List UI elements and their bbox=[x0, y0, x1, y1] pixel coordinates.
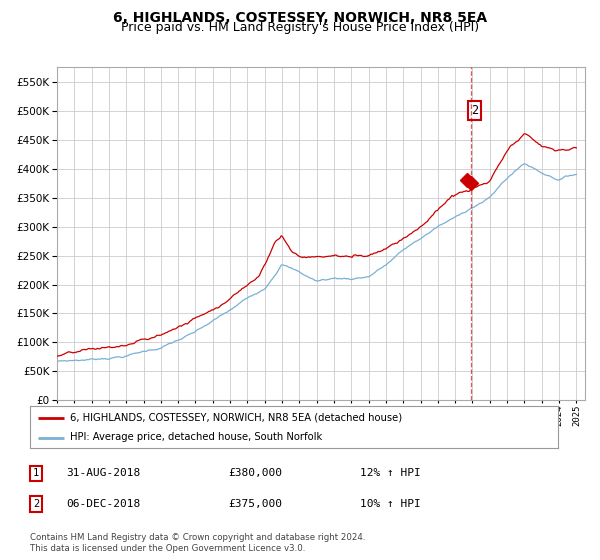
Text: 12% ↑ HPI: 12% ↑ HPI bbox=[360, 468, 421, 478]
Text: 2: 2 bbox=[471, 104, 478, 117]
Text: 6, HIGHLANDS, COSTESSEY, NORWICH, NR8 5EA (detached house): 6, HIGHLANDS, COSTESSEY, NORWICH, NR8 5E… bbox=[70, 413, 402, 423]
Text: 10% ↑ HPI: 10% ↑ HPI bbox=[360, 499, 421, 509]
Text: 6, HIGHLANDS, COSTESSEY, NORWICH, NR8 5EA: 6, HIGHLANDS, COSTESSEY, NORWICH, NR8 5E… bbox=[113, 11, 487, 25]
Text: HPI: Average price, detached house, South Norfolk: HPI: Average price, detached house, Sout… bbox=[70, 432, 322, 442]
Text: Price paid vs. HM Land Registry's House Price Index (HPI): Price paid vs. HM Land Registry's House … bbox=[121, 21, 479, 34]
Text: 2: 2 bbox=[33, 499, 39, 509]
Text: 1: 1 bbox=[33, 468, 39, 478]
Text: 06-DEC-2018: 06-DEC-2018 bbox=[66, 499, 140, 509]
Text: £375,000: £375,000 bbox=[228, 499, 282, 509]
Text: 31-AUG-2018: 31-AUG-2018 bbox=[66, 468, 140, 478]
Text: Contains HM Land Registry data © Crown copyright and database right 2024.
This d: Contains HM Land Registry data © Crown c… bbox=[30, 533, 365, 553]
Text: £380,000: £380,000 bbox=[228, 468, 282, 478]
